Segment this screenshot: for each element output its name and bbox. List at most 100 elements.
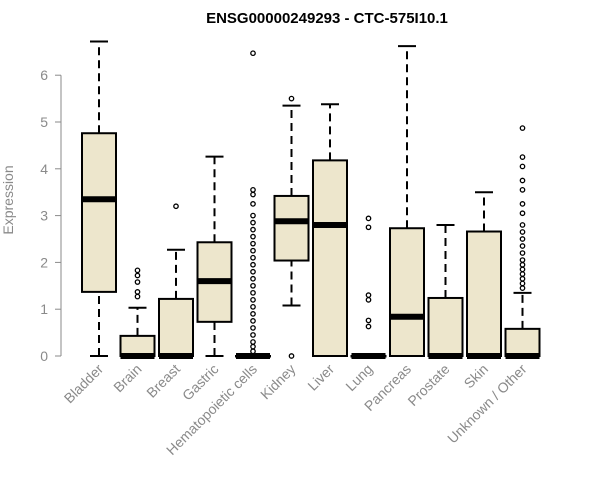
outlier-point bbox=[250, 201, 256, 207]
outlier-point bbox=[250, 343, 256, 350]
iqr-box bbox=[466, 230, 502, 357]
iqr-box bbox=[312, 159, 348, 357]
y-tick-label: 2 bbox=[40, 254, 48, 270]
box-liver bbox=[312, 103, 348, 357]
outlier-point bbox=[519, 271, 526, 277]
outlier-point bbox=[250, 275, 256, 282]
outlier-point bbox=[365, 317, 372, 324]
outlier-point bbox=[250, 261, 256, 268]
outlier-point bbox=[250, 289, 256, 296]
box-kidney bbox=[273, 95, 310, 359]
outlier-point bbox=[250, 191, 256, 198]
box-unknown-other bbox=[504, 125, 541, 359]
y-axis-label: Expression bbox=[0, 165, 16, 234]
iqr-box bbox=[427, 296, 464, 357]
outlier-point bbox=[250, 296, 256, 303]
outlier-point bbox=[519, 154, 526, 160]
y-tick-label: 1 bbox=[40, 301, 48, 317]
y-tick-label: 6 bbox=[40, 67, 48, 83]
iqr-box bbox=[389, 227, 425, 357]
y-axis: 0 1 2 3 4 5 6 bbox=[40, 67, 62, 364]
iqr-box bbox=[504, 327, 541, 357]
outlier-point bbox=[250, 282, 256, 289]
outlier-point bbox=[250, 318, 256, 324]
box-prostate bbox=[427, 223, 464, 359]
x-tick-label: Skin bbox=[461, 361, 492, 392]
x-tick-label: Kidney bbox=[257, 361, 299, 403]
iqr-box bbox=[119, 334, 156, 358]
x-tick-label: Lung bbox=[342, 361, 375, 394]
outlier-point bbox=[250, 50, 256, 57]
box-brain bbox=[119, 267, 156, 359]
outlier-point bbox=[250, 254, 256, 261]
outlier-point bbox=[519, 257, 526, 263]
outlier-point bbox=[134, 289, 141, 295]
x-tick-label: Prostate bbox=[404, 361, 452, 409]
outlier-point bbox=[519, 177, 526, 184]
outlier-point bbox=[288, 95, 295, 102]
outlier-point bbox=[519, 243, 526, 249]
box-lung bbox=[350, 215, 387, 359]
outlier-point bbox=[250, 311, 256, 317]
outlier-point bbox=[519, 275, 526, 282]
y-tick-label: 0 bbox=[40, 348, 48, 364]
outlier-point bbox=[250, 268, 256, 275]
outlier-point bbox=[519, 261, 526, 268]
box-breast bbox=[158, 203, 194, 359]
outlier-point bbox=[173, 203, 179, 210]
outlier-point bbox=[365, 224, 372, 231]
box-gastric bbox=[196, 155, 233, 357]
outlier-point bbox=[134, 272, 141, 279]
x-tick-label: Breast bbox=[143, 361, 183, 401]
iqr-box bbox=[273, 194, 310, 262]
outlier-point bbox=[250, 348, 256, 355]
outlier-point bbox=[519, 163, 526, 170]
outlier-point bbox=[519, 250, 526, 256]
outlier-point bbox=[519, 229, 526, 235]
outlier-point bbox=[519, 285, 526, 291]
box-skin bbox=[466, 191, 502, 359]
outlier-point bbox=[250, 226, 256, 233]
boxes-group bbox=[81, 40, 541, 359]
x-tick-label: Liver bbox=[304, 361, 337, 394]
outlier-point bbox=[365, 323, 372, 330]
outlier-point bbox=[250, 339, 256, 345]
y-tick-label: 5 bbox=[40, 114, 48, 130]
box-bladder bbox=[81, 40, 117, 357]
iqr-box bbox=[81, 132, 117, 293]
outlier-point bbox=[250, 219, 256, 226]
outlier-point bbox=[250, 325, 256, 331]
x-tick-label: Brain bbox=[110, 361, 144, 395]
outlier-point bbox=[250, 247, 256, 254]
chart-title: ENSG00000249293 - CTC-575I10.1 bbox=[206, 10, 448, 27]
outlier-point bbox=[134, 293, 141, 300]
outlier-point bbox=[134, 279, 141, 285]
outlier-point bbox=[519, 280, 526, 287]
outlier-point bbox=[250, 212, 256, 219]
outlier-point bbox=[288, 353, 295, 359]
y-tick-label: 3 bbox=[40, 208, 48, 224]
box-pancreas bbox=[389, 45, 425, 357]
outlier-point bbox=[250, 304, 256, 310]
outlier-point bbox=[134, 267, 141, 274]
outlier-point bbox=[365, 215, 372, 222]
outlier-point bbox=[519, 201, 526, 207]
outlier-point bbox=[250, 233, 256, 240]
outlier-point bbox=[250, 187, 256, 193]
outlier-point bbox=[519, 187, 526, 193]
x-tick-label: Bladder bbox=[61, 361, 107, 407]
outlier-point bbox=[365, 296, 372, 303]
box-hematopoietic-cells bbox=[235, 50, 271, 359]
outlier-point bbox=[519, 210, 526, 217]
outlier-point bbox=[519, 266, 526, 273]
outlier-point bbox=[519, 125, 526, 131]
outlier-point bbox=[365, 292, 372, 299]
outlier-point bbox=[250, 332, 256, 338]
y-tick-label: 4 bbox=[40, 161, 48, 177]
outlier-point bbox=[250, 240, 256, 247]
outlier-point bbox=[519, 236, 526, 242]
outlier-point bbox=[519, 222, 526, 228]
iqr-box bbox=[158, 297, 194, 357]
